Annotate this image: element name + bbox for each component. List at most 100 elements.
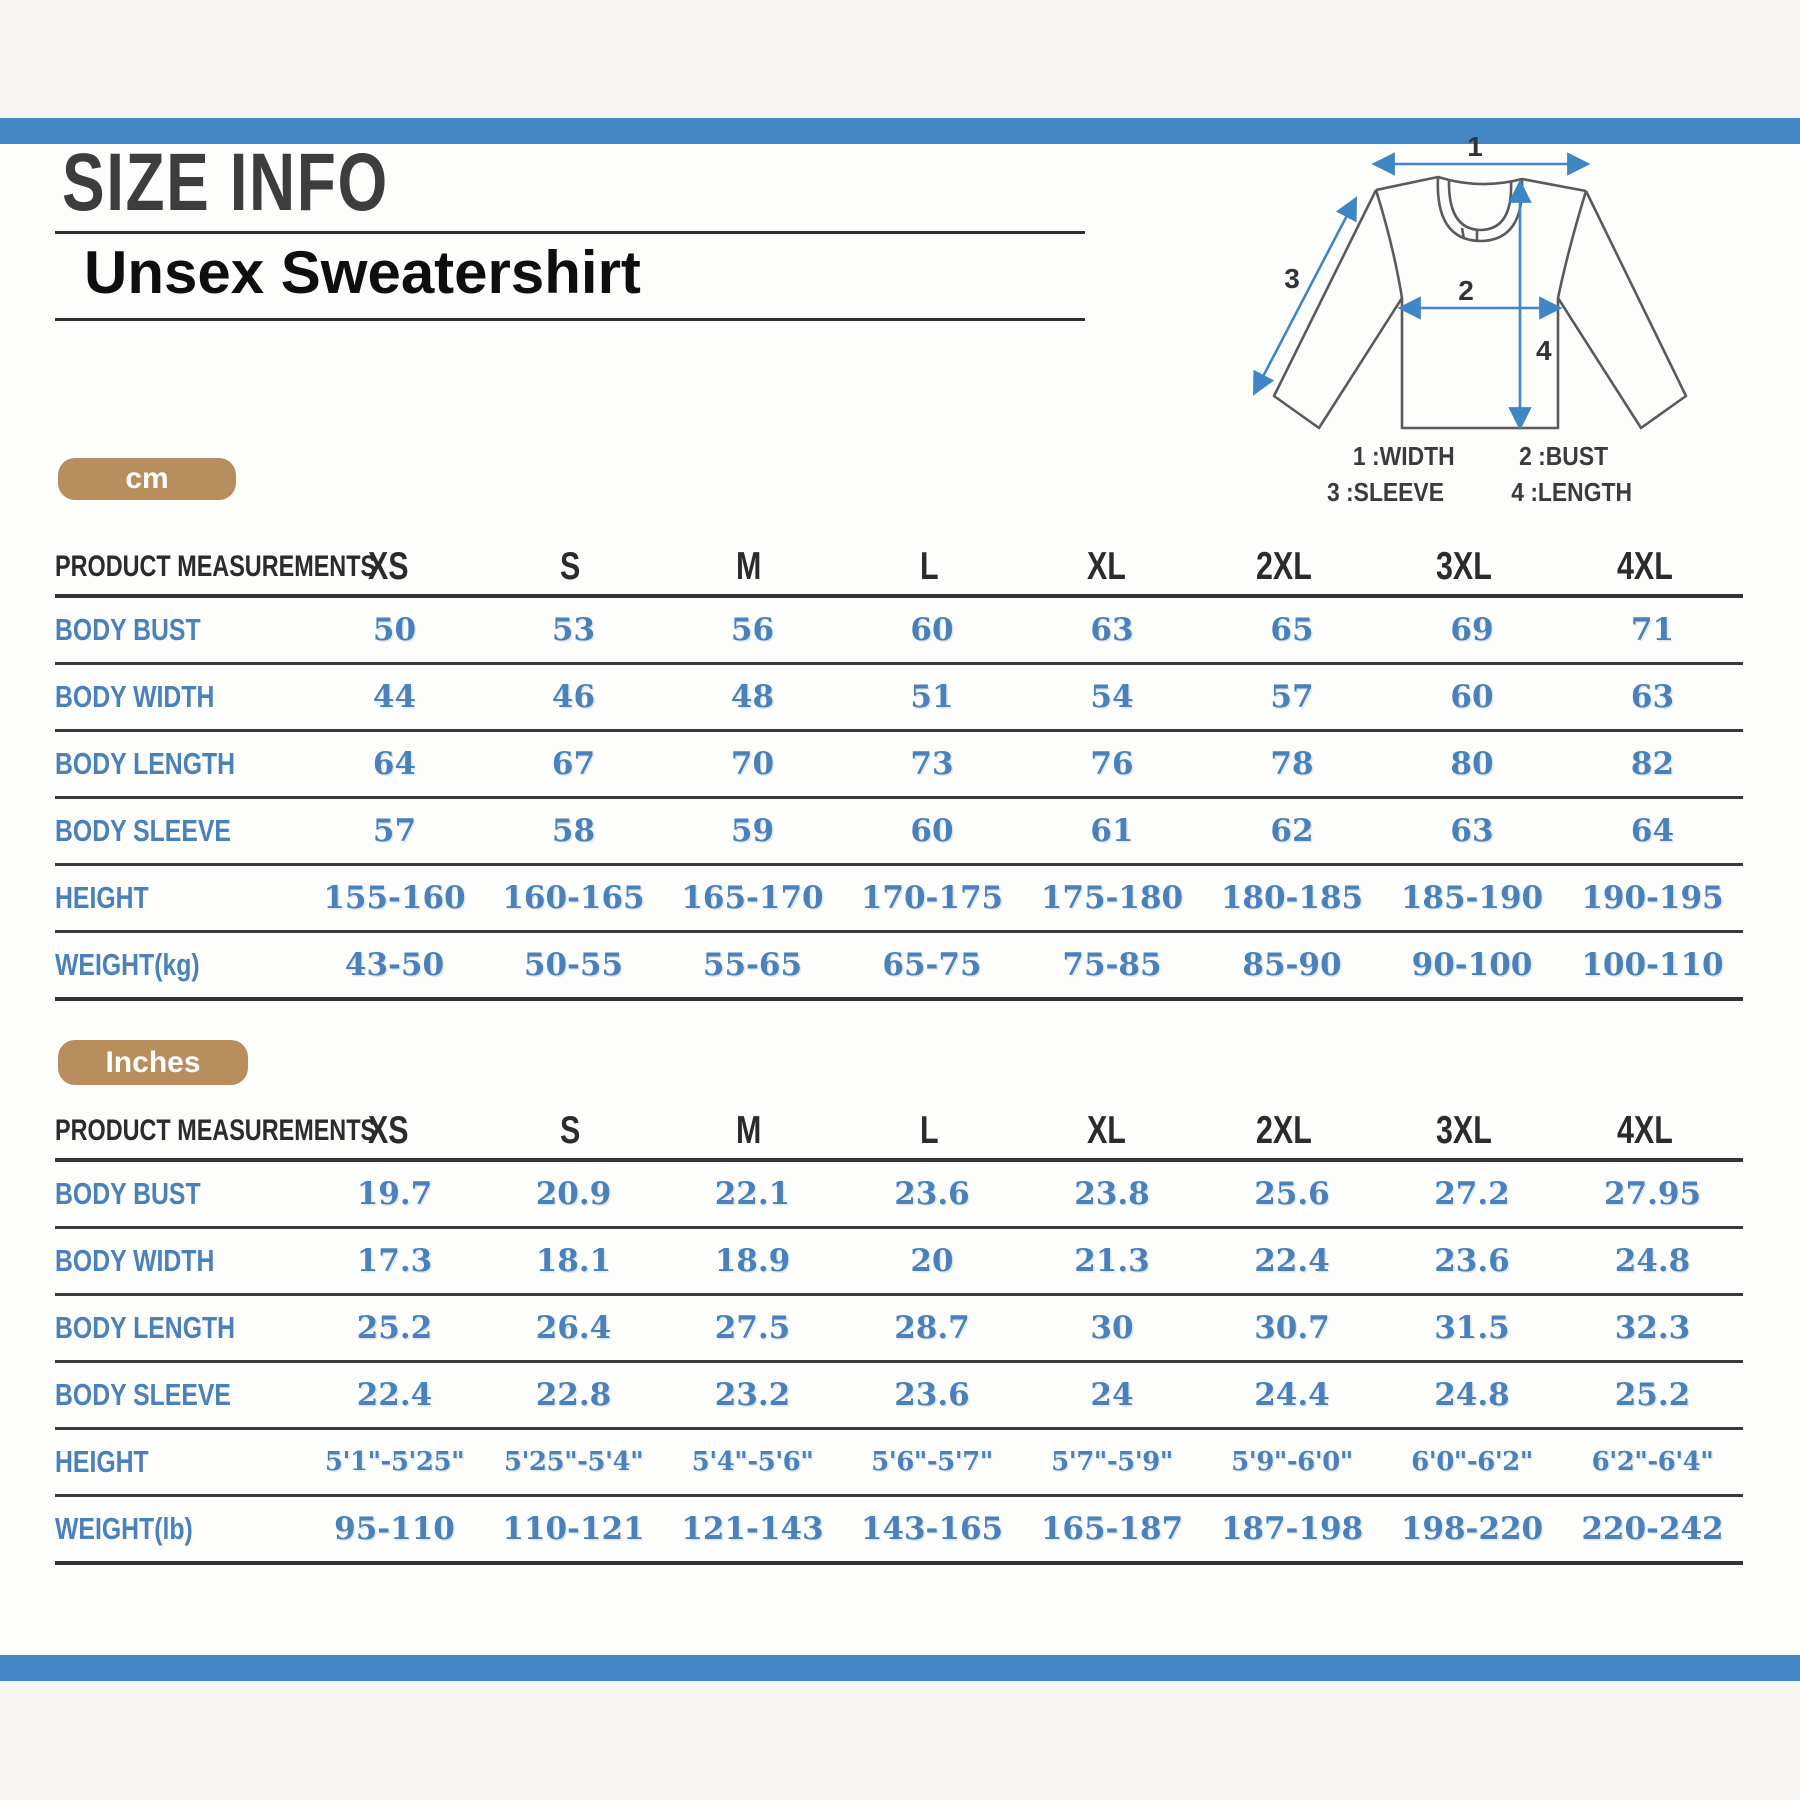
- measurement-value: 55-65: [663, 931, 842, 1001]
- measurement-value: 22.4: [1202, 1227, 1382, 1296]
- measurement-value: 30: [1022, 1294, 1202, 1363]
- measurement-value: 27.2: [1382, 1160, 1562, 1229]
- measurement-value: 20.9: [484, 1160, 663, 1229]
- table-row: WEIGHT(kg) 43-50 50-55 55-65 65-75 75-85 85-90…: [55, 931, 1743, 1001]
- row-label-text: BODY WIDTH: [55, 679, 215, 714]
- size-column-header-xs: XS: [305, 1104, 484, 1162]
- measurement-value: 65-75: [842, 931, 1022, 1001]
- row-label-text: WEIGHT(lb): [55, 1511, 193, 1546]
- unit-badge-cm: cm: [58, 458, 236, 500]
- bottom-accent-bar: [0, 1655, 1800, 1681]
- measurement-value: 57: [1202, 663, 1382, 732]
- page-title-text: SIZE INFO: [62, 137, 389, 228]
- measurement-value: 63: [1382, 797, 1562, 866]
- measurement-value: 23.6: [1382, 1227, 1562, 1296]
- title-divider-top: [55, 231, 1085, 234]
- measurement-value: 30.7: [1202, 1294, 1382, 1363]
- measurement-value: 5'1"-5'25": [305, 1428, 484, 1497]
- product-measurements-header: PRODUCT MEASUREMENTS: [55, 540, 376, 598]
- size-column-header-l-text: L: [920, 1109, 939, 1152]
- row-label: HEIGHT: [55, 1428, 305, 1497]
- sleeve-arrow: [1252, 196, 1358, 396]
- measurement-value: 67: [484, 730, 663, 799]
- row-label: BODY SLEEVE: [55, 797, 305, 866]
- size-column-header-4xl: 4XL: [1562, 1104, 1743, 1162]
- measurement-value: 73: [842, 730, 1022, 799]
- measurement-value: 165-187: [1022, 1495, 1202, 1565]
- measurement-value: 61: [1022, 797, 1202, 866]
- measurement-value: 27.95: [1562, 1160, 1743, 1229]
- arrow-number-labels: 1 2 3 4: [1284, 131, 1552, 366]
- measurement-value: 63: [1562, 663, 1743, 732]
- measurement-value: 25.6: [1202, 1160, 1382, 1229]
- measurement-value: 70: [663, 730, 842, 799]
- measurement-value: 23.6: [842, 1361, 1022, 1430]
- size-column-header-m-text: M: [736, 1109, 762, 1152]
- measurement-value: 25.2: [305, 1294, 484, 1363]
- table-row: HEIGHT 5'1"-5'25" 5'25"-5'4" 5'4"-5'6" 5'6"-…: [55, 1428, 1743, 1497]
- measurement-value: 185-190: [1382, 864, 1562, 933]
- top-accent-bar: [0, 118, 1800, 144]
- row-label: BODY LENGTH: [55, 730, 305, 799]
- row-label-text: BODY BUST: [55, 1176, 201, 1211]
- measurement-value: 198-220: [1382, 1495, 1562, 1565]
- legend-width: 1 :WIDTH: [1352, 441, 1455, 471]
- row-label-text: HEIGHT: [55, 880, 149, 915]
- size-column-header-m: M: [663, 1104, 842, 1162]
- size-column-header-3xl: 3XL: [1382, 1104, 1562, 1162]
- measurement-value: 6'0"-6'2": [1382, 1428, 1562, 1497]
- measurement-value: 64: [305, 730, 484, 799]
- legend-line-2: 3 :SLEEVE 4 :LENGTH: [1180, 474, 1780, 510]
- size-column-header-4xl-text: 4XL: [1616, 1109, 1673, 1152]
- legend-sleeve: 3 :SLEEVE: [1327, 477, 1445, 507]
- measurement-value: 32.3: [1562, 1294, 1743, 1363]
- measurement-value: 5'6"-5'7": [842, 1428, 1022, 1497]
- row-label: BODY SLEEVE: [55, 1361, 305, 1430]
- row-label: BODY BUST: [55, 596, 305, 665]
- measurement-value: 24.4: [1202, 1361, 1382, 1430]
- measurement-value: 22.1: [663, 1160, 842, 1229]
- measurement-value: 24.8: [1382, 1361, 1562, 1430]
- unit-badge-inches: Inches: [58, 1040, 248, 1085]
- row-label: BODY LENGTH: [55, 1294, 305, 1363]
- measurement-value: 5'25"-5'4": [484, 1428, 663, 1497]
- unit-badge-inches-label: Inches: [105, 1045, 201, 1079]
- sweatshirt-outline: [1272, 175, 1688, 430]
- measurement-value: 100-110: [1562, 931, 1743, 1001]
- measurement-value: 78: [1202, 730, 1382, 799]
- row-label-text: BODY SLEEVE: [55, 1377, 231, 1412]
- measurement-value: 190-195: [1562, 864, 1743, 933]
- cm-size-table: PRODUCT MEASUREMENTS XS S M L XL 2XL 3XL 4XL BOD…: [55, 540, 1743, 1001]
- row-label-text: BODY WIDTH: [55, 1243, 215, 1278]
- row-label: BODY WIDTH: [55, 1227, 305, 1296]
- diagram-legend: 1 :WIDTH 2 :BUST 3 :SLEEVE 4 :LENGTH: [1180, 438, 1780, 510]
- size-column-header-2xl-text: 2XL: [1256, 1109, 1313, 1152]
- size-column-header-4xl-text: 4XL: [1616, 545, 1673, 588]
- measurement-value: 28.7: [842, 1294, 1022, 1363]
- measurement-value: 85-90: [1202, 931, 1382, 1001]
- measurement-value: 175-180: [1022, 864, 1202, 933]
- measurement-value: 31.5: [1382, 1294, 1562, 1363]
- size-column-header-m-text: M: [736, 545, 762, 588]
- size-column-header-s: S: [484, 1104, 663, 1162]
- measurement-value: 25.2: [1562, 1361, 1743, 1430]
- page-title: SIZE INFO: [62, 142, 481, 224]
- row-label: HEIGHT: [55, 864, 305, 933]
- measurement-value: 59: [663, 797, 842, 866]
- row-label: WEIGHT(lb): [55, 1495, 305, 1565]
- measurement-value: 64: [1562, 797, 1743, 866]
- size-column-header-xl: XL: [1022, 540, 1202, 598]
- table-row: BODY WIDTH 44 46 48 51 54 57 60 63: [55, 663, 1743, 732]
- measurement-value: 6'2"-6'4": [1562, 1428, 1743, 1497]
- legend-length: 4 :LENGTH: [1511, 477, 1633, 507]
- measurement-value: 143-165: [842, 1495, 1022, 1565]
- measurement-value: 54: [1022, 663, 1202, 732]
- measurement-value: 65: [1202, 596, 1382, 665]
- table-row: BODY WIDTH 17.3 18.1 18.9 20 21.3 22.4 23.6 24.8: [55, 1227, 1743, 1296]
- row-label-text: HEIGHT: [55, 1444, 149, 1479]
- measurement-value: 19.7: [305, 1160, 484, 1229]
- measurement-value: 62: [1202, 797, 1382, 866]
- inches-table-wrap: PRODUCT MEASUREMENTS XS S M L XL 2XL 3XL 4XL BOD…: [55, 1104, 1743, 1565]
- measurement-value: 69: [1382, 596, 1562, 665]
